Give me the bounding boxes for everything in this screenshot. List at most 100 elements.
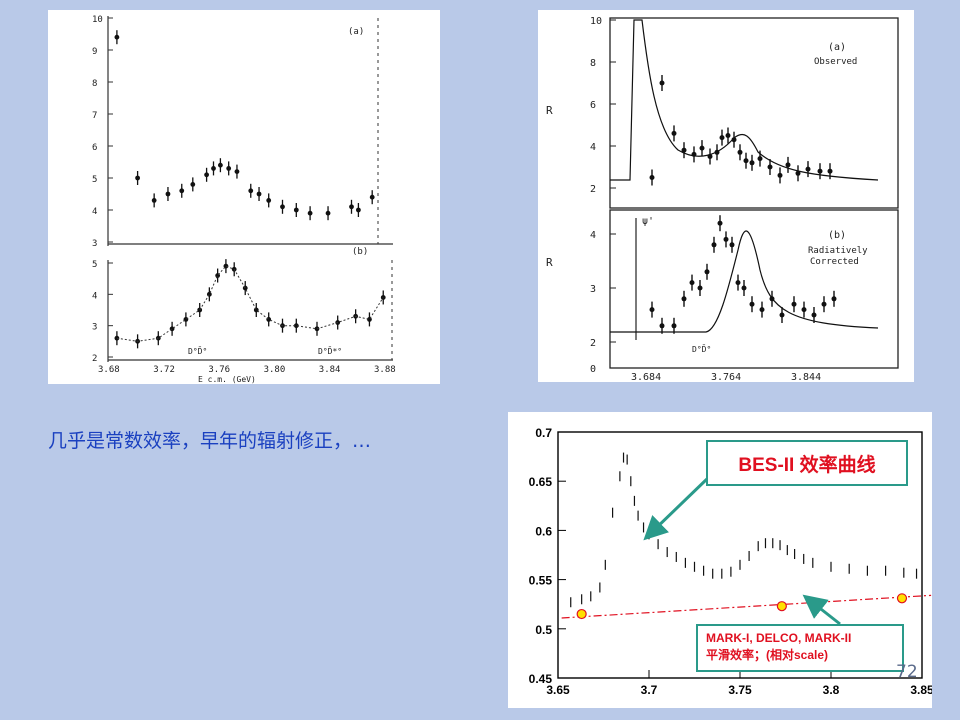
right-b-point — [717, 220, 723, 226]
right-b-ytick: 0 — [590, 364, 596, 375]
eff-ytick: 0.55 — [529, 574, 553, 588]
right-xtick: 3.844 — [791, 372, 821, 382]
right-a-point — [719, 135, 725, 141]
right-a-point — [659, 80, 665, 86]
right-b-point — [811, 312, 817, 318]
right-a-point — [737, 149, 743, 155]
right-xtick: 3.764 — [711, 372, 741, 382]
left-xtick: 3.72 — [153, 365, 175, 375]
right-b-curve — [610, 230, 879, 333]
right-b-point — [735, 280, 741, 286]
left-top-point — [325, 210, 331, 216]
bes-callout: BES-II 效率曲线 — [706, 440, 908, 486]
left-bottom-ytick: 3 — [92, 323, 97, 333]
left-top-point — [266, 198, 272, 203]
right-b-text1: Radiatively — [808, 246, 868, 256]
right-a-point — [714, 149, 720, 155]
left-top-label: (a) — [348, 27, 364, 37]
right-a-ytick: 8 — [590, 58, 596, 69]
left-xtick: 3.88 — [374, 365, 396, 375]
left-top-point — [307, 210, 313, 216]
efficiency-chart: 0.7 0.65 0.6 0.55 0.5 0.453.65 3.7 3.75 3.8 3.85 — [529, 426, 932, 697]
left-top-point — [280, 204, 285, 210]
right-a-point — [749, 160, 755, 166]
left-xlabel: E c.m. (GeV) — [198, 375, 256, 384]
left-top-point — [369, 194, 375, 200]
right-b-text2: Corrected — [810, 257, 859, 267]
left-top-ytick: 3 — [92, 239, 97, 249]
right-a-point — [725, 133, 731, 138]
page-number: 72 — [896, 662, 918, 682]
right-a-ylabel: R — [546, 104, 553, 117]
eff-xtick: 3.85 — [910, 683, 932, 697]
right-panel-b-frame — [609, 209, 899, 369]
left-xtick: 3.84 — [319, 365, 341, 375]
left-bottom-point — [293, 323, 299, 329]
right-a-point — [731, 137, 737, 143]
left-xtick: 3.76 — [208, 365, 230, 375]
left-bottom-ytick: 2 — [92, 354, 97, 364]
right-a-ytick: 10 — [590, 16, 602, 27]
right-panel-a-frame — [609, 17, 899, 209]
left-xtick: 3.68 — [98, 365, 120, 375]
left-top-ytick: 9 — [92, 47, 97, 57]
right-b-point — [759, 307, 765, 313]
left-scan-chart: 10 9 8 7 6 5 4 3 5 4 3 23.68 3.72 3.76 3.80 3.84 3.88 E c… — [92, 15, 396, 384]
right-b-point — [821, 301, 827, 307]
right-scan-chart: 10 8 6 4 2 4 3 2 0 3.684 3.764 3.844 R R (a) Observed (b… — [546, 16, 899, 382]
left-top-point — [179, 188, 185, 194]
left-top-point — [356, 207, 361, 213]
right-b-point — [704, 269, 710, 275]
right-b-ytick: 2 — [590, 338, 596, 349]
left-top-point — [218, 162, 223, 168]
left-top-point — [234, 169, 240, 175]
right-a-point — [699, 145, 705, 151]
left-annot-dds: D°D̄*° — [318, 346, 342, 356]
eff-mark-point — [896, 593, 908, 604]
left-top-point — [256, 191, 262, 197]
left-top-point — [135, 175, 140, 181]
right-a-ytick: 4 — [590, 142, 596, 153]
right-b-point — [791, 301, 797, 307]
eff-ytick: 0.7 — [535, 426, 552, 440]
eff-xtick: 3.7 — [641, 683, 658, 697]
right-b-point — [671, 323, 677, 329]
mark-callout: MARK-I, DELCO, MARK-II 平滑效率；(相对scale) — [696, 624, 904, 672]
right-b-label: (b) — [828, 230, 846, 241]
left-xtick: 3.80 — [264, 365, 286, 375]
right-b-point — [741, 285, 747, 291]
right-a-point — [743, 158, 749, 164]
eff-xtick: 3.65 — [546, 683, 570, 697]
left-top-ytick: 7 — [92, 111, 97, 121]
right-a-text: Observed — [814, 57, 857, 67]
left-bottom-point — [380, 295, 386, 300]
left-top-point — [248, 188, 254, 194]
left-top-point — [114, 34, 120, 40]
left-top-ytick: 10 — [92, 15, 103, 25]
eff-mark-point — [576, 608, 587, 620]
left-top-point — [151, 198, 157, 203]
left-top-ytick: 4 — [92, 207, 97, 217]
left-top-ytick: 6 — [92, 143, 97, 153]
left-bottom-point — [266, 317, 272, 322]
right-b-point — [769, 296, 775, 302]
left-top-point — [293, 207, 299, 213]
eff-mark-point — [776, 601, 787, 612]
right-scan-panel: 10 8 6 4 2 4 3 2 0 3.684 3.764 3.844 R R (a) Observed (b… — [538, 10, 914, 382]
left-top-point — [165, 191, 171, 197]
right-a-point — [649, 175, 655, 180]
right-b-point — [801, 307, 807, 313]
right-a-point — [777, 172, 783, 178]
left-top-ytick: 8 — [92, 79, 97, 89]
right-b-point — [689, 280, 695, 286]
left-top-point — [190, 182, 196, 187]
left-top-point — [204, 172, 210, 178]
right-a-curve — [610, 19, 879, 181]
right-a-point — [767, 164, 773, 170]
left-top-point — [349, 204, 354, 210]
right-b-ylabel: R — [546, 256, 553, 269]
right-a-point — [805, 166, 811, 172]
right-a-point — [795, 170, 801, 176]
left-top-ytick: 5 — [92, 175, 97, 185]
left-bottom-ytick: 5 — [92, 260, 97, 270]
